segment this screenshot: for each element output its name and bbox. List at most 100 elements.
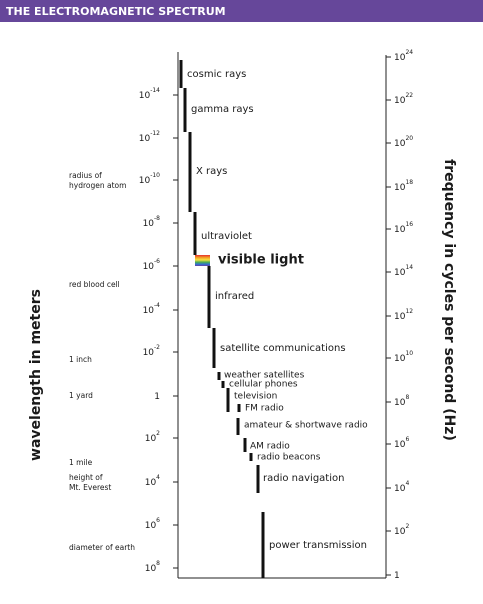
frequency-tick-label-base: 10 [394,398,406,408]
wavelength-tick-label-base: 10 [139,134,151,144]
wavelength-tick-label-exp: -2 [154,344,160,351]
band-label: power transmission [269,540,367,551]
frequency-tick-label-base: 10 [394,183,406,193]
frequency-tick-label: 1020 [394,135,413,149]
frequency-tick-label: 108 [394,394,409,408]
reference-label: 1 yard [69,391,93,400]
frequency-tick-label: 1016 [394,221,413,235]
wavelength-title: wavelength in meters [28,289,44,461]
band-label: cosmic rays [187,69,246,80]
frequency-tick-label: 1014 [394,264,413,278]
header-bar [0,0,483,22]
wavelength-tick-label-exp: 8 [156,560,160,567]
band-label: AM radio [250,442,290,452]
wavelength-tick-label-base: 10 [139,176,151,186]
wavelength-tick-label-exp: -14 [150,87,160,94]
frequency-tick-label-base: 10 [394,312,406,322]
band-label: radio beacons [257,453,321,463]
reference-label: radius of [69,171,102,180]
frequency-tick-label: 102 [394,523,409,537]
reference-label: Mt. Everest [69,483,111,492]
frequency-tick-label: 1010 [394,350,413,364]
frequency-tick-label-base: 10 [394,354,406,364]
frequency-tick-label: 1022 [394,92,413,106]
frequency-tick-label: 1012 [394,308,413,322]
frequency-tick-label-exp: 22 [405,92,413,99]
band-label: cellular phones [229,380,298,390]
band-label: FM radio [245,404,284,414]
frequency-tick-label-base: 10 [394,268,406,278]
wavelength-tick-label-exp: -12 [150,130,160,137]
wavelength-tick-label: 104 [145,474,160,488]
frequency-tick-label: 106 [394,436,409,450]
frequency-tick-label-exp: 20 [405,135,413,142]
wavelength-tick-label-exp: 6 [156,517,160,524]
wavelength-tick-label-base: 10 [143,348,155,358]
wavelength-tick-label: 10-2 [143,344,161,358]
wavelength-tick-label-base: 10 [139,91,151,101]
wavelength-tick-label-exp: -10 [150,172,160,179]
frequency-tick-label-base: 10 [394,527,406,537]
wavelength-tick-label-base: 10 [145,478,157,488]
reference-label: diameter of earth [69,543,135,552]
wavelength-tick-label-base: 1 [154,392,160,402]
wavelength-tick-label-base: 10 [145,434,157,444]
frequency-tick-label: 1 [394,571,400,581]
frequency-tick-label-base: 10 [394,440,406,450]
wavelength-tick-label-exp: -4 [154,302,160,309]
band-label: visible light [218,253,304,268]
wavelength-tick-label: 10-4 [143,302,161,316]
reference-label: 1 inch [69,355,92,364]
frequency-tick-label-exp: 10 [405,350,413,357]
frequency-tick-label: 1018 [394,179,413,193]
frequency-tick-label-exp: 2 [405,523,409,530]
frequency-tick-label-base: 10 [394,225,406,235]
frequency-tick-label: 1024 [394,49,413,63]
reference-label: hydrogen atom [69,181,126,190]
frequency-tick-label-base: 10 [394,139,406,149]
wavelength-tick-label: 10-8 [143,215,161,229]
wavelength-tick-label-base: 10 [145,521,157,531]
band-label: amateur & shortwave radio [244,421,368,431]
frequency-tick-label-exp: 18 [405,179,413,186]
band-label: satellite communications [220,343,346,354]
wavelength-tick-label: 10-12 [139,130,160,144]
reference-label: height of [69,473,103,482]
wavelength-tick-label: 10-6 [143,258,161,272]
frequency-tick-label: 104 [394,480,409,494]
wavelength-tick-label: 106 [145,517,160,531]
frequency-tick-label-exp: 24 [405,49,413,56]
wavelength-tick-label-base: 10 [143,306,155,316]
frequency-tick-label-exp: 4 [405,480,409,487]
frequency-tick-label-exp: 6 [405,436,409,443]
wavelength-tick-label-base: 10 [145,564,157,574]
wavelength-tick-label-base: 10 [143,219,155,229]
visible-spectrum [195,255,210,266]
band-label: gamma rays [191,104,254,115]
frequency-tick-label-base: 1 [394,571,400,581]
wavelength-tick-label: 10-10 [139,172,160,186]
wavelength-tick-label: 102 [145,430,160,444]
band-label: infrared [215,291,254,302]
wavelength-tick-label-exp: 2 [156,430,160,437]
frequency-tick-label-base: 10 [394,53,406,63]
frequency-tick-label-exp: 8 [405,394,409,401]
reference-label: red blood cell [69,280,120,289]
wavelength-tick-label: 108 [145,560,160,574]
frequency-tick-label-exp: 12 [405,308,413,315]
wavelength-tick-label: 1 [154,392,160,402]
reference-label: 1 mile [69,458,93,467]
band-label: weather satellites [224,371,305,381]
band-label: X rays [196,166,227,177]
frequency-title: frequency in cycles per second (Hz) [441,159,457,441]
band-label: ultraviolet [201,231,252,242]
wavelength-tick-label: 10-14 [139,87,160,101]
band-label: radio navigation [263,473,344,484]
frequency-tick-label-base: 10 [394,96,406,106]
frequency-tick-label-exp: 16 [405,221,413,228]
band-label: television [234,392,277,402]
frequency-tick-label-exp: 14 [405,264,413,271]
frequency-tick-label-base: 10 [394,484,406,494]
wavelength-tick-label-exp: -8 [154,215,160,222]
